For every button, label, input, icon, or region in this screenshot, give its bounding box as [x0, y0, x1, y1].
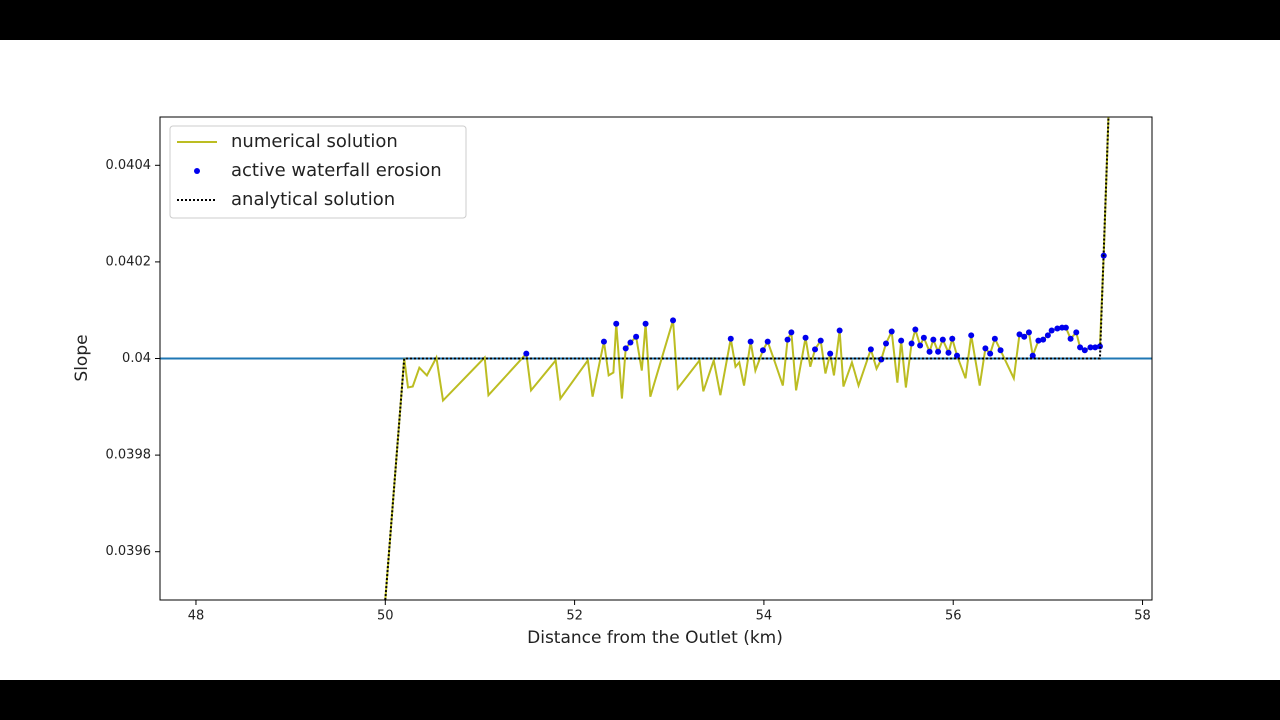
x-tick-label: 48 [188, 609, 205, 624]
point [954, 352, 961, 359]
x-tick-label: 54 [756, 609, 773, 624]
plot-area [160, 117, 1152, 600]
point [747, 338, 754, 345]
point [622, 345, 629, 352]
point [788, 329, 795, 336]
point [1025, 329, 1032, 336]
point [1054, 325, 1061, 332]
point [883, 340, 890, 347]
point [642, 320, 649, 327]
letterbox-top [0, 0, 1280, 40]
x-tick-label: 56 [945, 609, 962, 624]
legend-label: active waterfall erosion [231, 160, 442, 181]
y-tick-label: 0.0398 [106, 448, 152, 463]
point [827, 350, 834, 357]
point [1073, 329, 1080, 336]
point [949, 335, 956, 342]
point [898, 337, 905, 344]
legend-swatch [194, 168, 200, 174]
x-tick-label: 50 [377, 609, 394, 624]
point [1087, 344, 1094, 351]
point [1021, 333, 1028, 340]
point [1096, 343, 1103, 350]
point [908, 340, 915, 347]
point [613, 320, 620, 327]
point [1044, 332, 1051, 339]
point [600, 338, 607, 345]
point [926, 348, 933, 355]
point [784, 336, 791, 343]
point [836, 327, 843, 334]
point [912, 326, 919, 333]
point [968, 332, 975, 339]
point [997, 347, 1004, 354]
point [888, 328, 895, 335]
letterbox-bottom [0, 680, 1280, 720]
x-axis-label: Distance from the Outlet (km) [527, 628, 783, 648]
point [1067, 335, 1074, 342]
point [817, 337, 824, 344]
y-tick-label: 0.0402 [106, 254, 152, 269]
y-tick-label: 0.0404 [106, 158, 152, 173]
x-tick-label: 52 [566, 609, 583, 624]
point [917, 342, 924, 349]
point [1029, 352, 1036, 359]
x-tick-label: 58 [1134, 609, 1151, 624]
point [1081, 347, 1088, 354]
point [627, 339, 634, 346]
y-tick-label: 0.0396 [106, 544, 152, 559]
point [1035, 337, 1042, 344]
series-line [384, 117, 1110, 600]
point [1040, 336, 1047, 343]
point [1048, 327, 1055, 334]
point [935, 348, 942, 355]
point [982, 345, 989, 352]
point [1077, 344, 1084, 351]
plot-frame [159, 116, 1153, 601]
point [867, 346, 874, 353]
point [987, 350, 994, 357]
point [727, 335, 734, 342]
point [812, 346, 819, 353]
point [1092, 344, 1099, 351]
point [759, 347, 766, 354]
point [764, 338, 771, 345]
point [1062, 324, 1069, 331]
point [523, 350, 530, 357]
point [633, 333, 640, 340]
point [670, 317, 677, 324]
point [991, 335, 998, 342]
point [802, 334, 809, 341]
legend-box [169, 125, 467, 219]
point [1016, 331, 1023, 338]
legend-label: numerical solution [231, 131, 398, 152]
point [945, 349, 952, 356]
y-axis-label: Slope [72, 334, 92, 381]
point [930, 336, 937, 343]
point [920, 334, 927, 341]
legend-label: analytical solution [231, 189, 395, 210]
y-tick-label: 0.04 [122, 351, 151, 366]
point [939, 336, 946, 343]
